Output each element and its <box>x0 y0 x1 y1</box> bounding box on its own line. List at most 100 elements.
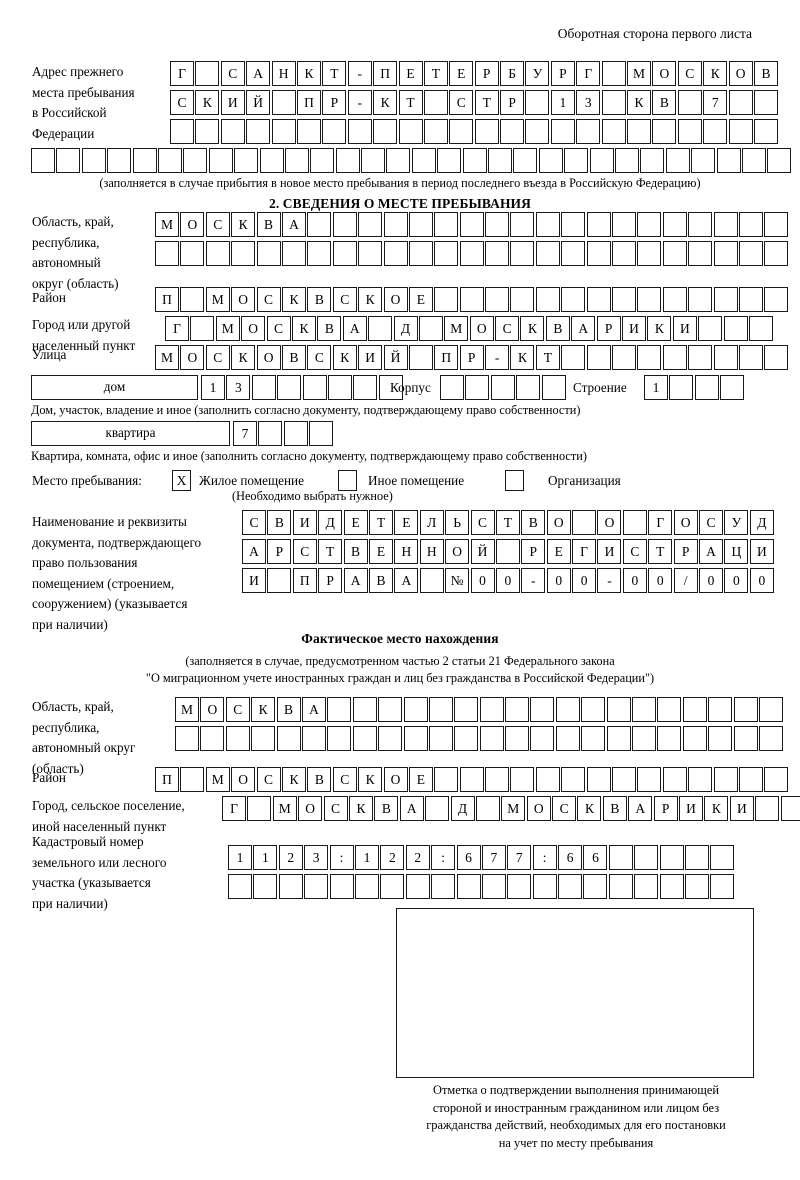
cadastral-r2-cell-12[interactable] <box>507 874 532 899</box>
section2-street-cell-20[interactable] <box>637 345 662 370</box>
section2-city-cell-13[interactable]: О <box>469 316 494 341</box>
cadastral-r1-cell-6[interactable]: 1 <box>354 845 379 870</box>
actual-region-row-2[interactable] <box>175 726 784 751</box>
section2-region-r1-cell-3[interactable]: С <box>205 212 230 237</box>
prev-address-r2-cell-8[interactable]: - <box>347 90 372 115</box>
actual-region-r1-cell-23[interactable] <box>733 697 758 722</box>
cadastral-r1-cell-14[interactable]: 6 <box>558 845 583 870</box>
house-cell-2[interactable]: 3 <box>226 375 251 400</box>
document-r3-cell-15[interactable]: - <box>597 568 622 593</box>
actual-region-r2-cell-3[interactable] <box>225 726 250 751</box>
section2-region-r2-cell-5[interactable] <box>256 241 281 266</box>
section2-district-cell-2[interactable] <box>180 287 205 312</box>
document-r1-cell-2[interactable]: В <box>267 510 292 535</box>
document-r2-cell-16[interactable]: С <box>622 539 647 564</box>
flat-cell-1[interactable]: 7 <box>233 421 257 446</box>
document-r1-cell-7[interactable]: Е <box>394 510 419 535</box>
prev-address-r1-cell-1[interactable]: Г <box>170 61 194 86</box>
actual-region-r1-cell-7[interactable] <box>327 697 352 722</box>
section2-street-cell-18[interactable] <box>586 345 611 370</box>
cadastral-r2-cell-11[interactable] <box>481 874 506 899</box>
prev-address-r4-cell-10[interactable] <box>259 148 284 173</box>
section2-city-cell-9[interactable] <box>368 316 393 341</box>
document-r2-cell-19[interactable]: А <box>699 539 724 564</box>
prev-address-r3-cell-11[interactable] <box>423 119 448 144</box>
section2-district-cell-13[interactable] <box>459 287 484 312</box>
actual-region-r1-cell-20[interactable] <box>657 697 682 722</box>
actual-region-r2-cell-9[interactable] <box>378 726 403 751</box>
section2-region-r1-cell-1[interactable]: М <box>155 212 179 237</box>
section2-street-cell-11[interactable] <box>408 345 433 370</box>
prev-address-r1-cell-14[interactable]: Б <box>500 61 525 86</box>
section2-region-r2-cell-23[interactable] <box>713 241 738 266</box>
section2-city-cell-18[interactable]: Р <box>596 316 621 341</box>
house-cell-4[interactable] <box>277 375 302 400</box>
section2-city-cell-4[interactable]: О <box>241 316 266 341</box>
prev-address-r4-cell-15[interactable] <box>386 148 411 173</box>
stroenie-cell-4[interactable] <box>720 375 745 400</box>
prev-address-r4-cell-26[interactable] <box>665 148 690 173</box>
prev-address-r2-cell-7[interactable]: Р <box>322 90 347 115</box>
prev-address-r4-cell-21[interactable] <box>538 148 563 173</box>
actual-city-cell-12[interactable]: М <box>501 796 526 821</box>
house-cell-5[interactable] <box>302 375 327 400</box>
prev-address-r4-cell-13[interactable] <box>335 148 360 173</box>
actual-region-r1-cell-22[interactable] <box>708 697 733 722</box>
prev-address-r2-cell-24[interactable] <box>753 90 778 115</box>
actual-region-r2-cell-10[interactable] <box>403 726 428 751</box>
cadastral-r2-cell-5[interactable] <box>329 874 354 899</box>
document-r1-cell-1[interactable]: С <box>242 510 266 535</box>
section2-region-r2-cell-20[interactable] <box>637 241 662 266</box>
cadastral-r2-cell-13[interactable] <box>532 874 557 899</box>
cadastral-r1-cell-8[interactable]: 2 <box>405 845 430 870</box>
section2-region-r2-cell-14[interactable] <box>485 241 510 266</box>
actual-city-cell-6[interactable]: К <box>348 796 373 821</box>
section2-region-r1-cell-4[interactable]: К <box>231 212 256 237</box>
cadastral-r1-cell-1[interactable]: 1 <box>228 845 252 870</box>
document-r3-cell-2[interactable] <box>267 568 292 593</box>
document-r1-cell-4[interactable]: Д <box>318 510 343 535</box>
cadastral-r1-cell-4[interactable]: 3 <box>304 845 329 870</box>
document-r1-cell-19[interactable]: С <box>699 510 724 535</box>
document-r3-cell-6[interactable]: В <box>368 568 393 593</box>
section2-region-r1-cell-22[interactable] <box>688 212 713 237</box>
prev-address-r4-cell-16[interactable] <box>411 148 436 173</box>
actual-city-cell-18[interactable]: Р <box>653 796 678 821</box>
prev-address-r1-cell-10[interactable]: Е <box>398 61 423 86</box>
actual-city-cell-13[interactable]: О <box>526 796 551 821</box>
prev-address-r1-cell-18[interactable] <box>601 61 626 86</box>
prev-address-r1-cell-16[interactable]: Р <box>550 61 575 86</box>
actual-district-cell-12[interactable] <box>434 767 459 792</box>
section2-region-r1-cell-12[interactable] <box>434 212 459 237</box>
section2-district-cell-22[interactable] <box>688 287 713 312</box>
house-cell-6[interactable] <box>327 375 352 400</box>
actual-region-r2-cell-19[interactable] <box>632 726 657 751</box>
section2-city-cell-12[interactable]: М <box>444 316 469 341</box>
cadastral-r2-cell-6[interactable] <box>354 874 379 899</box>
document-r2-cell-6[interactable]: Е <box>368 539 393 564</box>
section2-region-r1-cell-2[interactable]: О <box>180 212 205 237</box>
actual-district-cell-6[interactable]: К <box>281 767 306 792</box>
document-r2-cell-2[interactable]: Р <box>267 539 292 564</box>
cadastral-r2-cell-16[interactable] <box>608 874 633 899</box>
section2-street-cell-14[interactable]: - <box>485 345 510 370</box>
actual-region-r2-cell-5[interactable] <box>276 726 301 751</box>
prev-address-r4-cell-30[interactable] <box>767 148 792 173</box>
document-r3-cell-1[interactable]: И <box>242 568 266 593</box>
prev-address-r4-cell-8[interactable] <box>208 148 233 173</box>
section2-region-r2-cell-8[interactable] <box>332 241 357 266</box>
section2-region-r2-cell-25[interactable] <box>764 241 789 266</box>
document-r3-cell-4[interactable]: Р <box>318 568 343 593</box>
section2-city-cell-16[interactable]: В <box>545 316 570 341</box>
actual-district-cell-21[interactable] <box>662 767 687 792</box>
section2-region-r1-cell-6[interactable]: А <box>281 212 306 237</box>
section2-city-cell-21[interactable]: И <box>672 316 697 341</box>
prev-address-r4-cell-19[interactable] <box>488 148 513 173</box>
document-r1-cell-11[interactable]: Т <box>495 510 520 535</box>
cadastral-r1-cell-7[interactable]: 2 <box>380 845 405 870</box>
prev-address-r4-cell-11[interactable] <box>284 148 309 173</box>
section2-street-cell-6[interactable]: В <box>281 345 306 370</box>
